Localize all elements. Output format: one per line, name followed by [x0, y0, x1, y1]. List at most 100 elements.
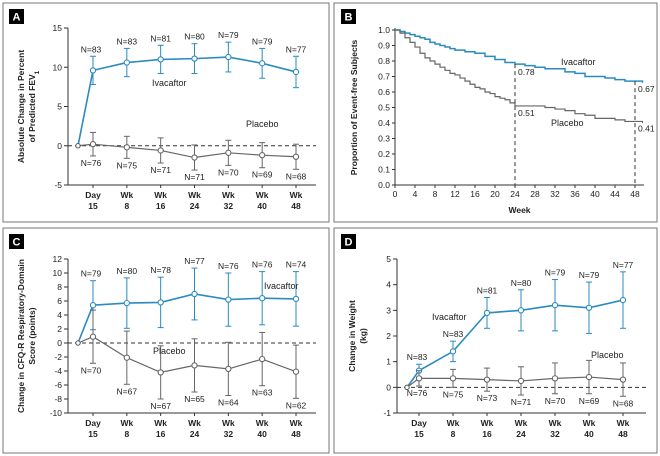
panel-d-placebo-point	[517, 377, 525, 385]
panel-a-ivacaftor-point	[292, 68, 300, 76]
panel-c-frame	[2, 227, 330, 454]
panel-d-ivacaftor-line	[406, 299, 624, 388]
panel-d-x-tick-bottom: 40	[584, 429, 594, 439]
panel-a-placebo-n-label: N=69	[252, 170, 273, 180]
panel-d-placebo-n-label: N=69	[579, 396, 600, 406]
panel-a-ivacaftor-point	[259, 60, 266, 67]
panel-b-x-tick-label: 44	[610, 189, 620, 199]
panel-b-x-tick-label: 0	[393, 189, 398, 199]
panel-c-x-tick-bottom: 16	[156, 429, 166, 439]
panel-c-x-tick-top: Day	[85, 418, 101, 428]
panel-c-x-tick-top: Wk	[154, 418, 167, 428]
panel-d-x-tick-top: Day	[411, 418, 427, 428]
panel-a-y-tick-label: 15	[53, 23, 63, 33]
panel-d-ivacaftor-point	[483, 309, 491, 317]
panel-a-ivacaftor-n-label: N=80	[184, 32, 205, 42]
panel-a-placebo-n-label: N=76	[81, 158, 102, 168]
panel-c-x-tick-bottom: 15	[88, 429, 98, 439]
panel-d-y-tick-label: 5	[386, 254, 391, 264]
panel-d-placebo-n-label: N=76	[407, 388, 428, 398]
panel-d-placebo-n-label: N=73	[477, 393, 498, 403]
panel-b-placebo-series-label: Placebo	[551, 118, 584, 128]
panel-a-x-tick-top: Wk	[188, 190, 201, 200]
panel-c-y-tick-label: 10	[53, 268, 63, 278]
panel-c-x-tick-top: Wk	[222, 418, 235, 428]
panel-c-ivacaftor-n-label: N=77	[184, 256, 205, 266]
panel-d-ivacaftor-series-label: Ivacaftor	[432, 312, 467, 322]
panel-a-placebo-point	[292, 153, 300, 160]
panel-c-ivacaftor-line	[77, 293, 297, 344]
panel-d-ivacaftor-n-label: N=80	[511, 278, 532, 288]
panel-d-ivacaftor-n-label: N=79	[579, 270, 600, 280]
panel-d-x-tick-bottom: 32	[550, 429, 560, 439]
panel-d-x-tick-top: Wk	[447, 418, 460, 428]
panel-c-ivacaftor-point	[123, 299, 130, 307]
panel-a-placebo-point	[191, 154, 198, 161]
panel-a-placebo-series-label: Placebo	[246, 119, 279, 129]
panel-b-y-tick-label: 0.4	[378, 118, 390, 128]
panel-c-x-tick-bottom: 8	[124, 429, 129, 439]
panel-b-placebo-curve	[395, 29, 644, 123]
panel-b-y-tick-label: 1.0	[378, 25, 390, 35]
panel-c-placebo-point	[225, 365, 232, 373]
panel-a-ivacaftor-n-label: N=79	[218, 30, 239, 40]
panel-d-placebo-point	[415, 375, 423, 382]
panel-d-placebo-point	[483, 376, 491, 383]
panel-b-y-tick-label: 0.6	[378, 87, 390, 97]
panel-b-annotation: 0.51	[518, 108, 535, 118]
panel-b-x-tick-label: 40	[590, 189, 600, 199]
panel-a-x-tick-top: Wk	[120, 190, 133, 200]
panel-d-ivacaftor-n-label: N=79	[545, 268, 566, 278]
panel-b-x-tick-label: 36	[570, 189, 580, 199]
panel-b-badge	[341, 9, 356, 24]
panel-c-x-tick-top: Wk	[120, 418, 133, 428]
panel-d-x-tick-bottom: 8	[451, 429, 456, 439]
panel-c-y-tick-label: -10	[50, 408, 63, 418]
panel-a-letter: A	[13, 12, 21, 24]
panel-c-x-tick-top: Wk	[290, 418, 303, 428]
panel-a-placebo-n-label: N=75	[117, 160, 138, 170]
panel-c-y-tick-label: 12	[53, 254, 63, 264]
panel-a-placebo-n-label: N=71	[184, 172, 205, 182]
panel-c-x-tick-bottom: 32	[224, 429, 234, 439]
panel-c-placebo-n-label: N=65	[184, 394, 205, 404]
panel-b-x-tick-label: 24	[510, 189, 520, 199]
panel-c-placebo-point	[292, 368, 300, 375]
panel-a-x-tick-bottom: 48	[291, 201, 301, 211]
panel-b-y-axis-label: Proportion of Event-free Subjects	[349, 39, 359, 175]
panel-c-x-tick-bottom: 40	[257, 429, 267, 439]
panel-b-annotation: 0.78	[518, 67, 535, 77]
panel-b-ivacaftor-curve	[395, 29, 644, 83]
panel-d-placebo-point	[551, 375, 559, 382]
panel-c-placebo-n-label: N=62	[286, 400, 307, 410]
panel-c-origin-point	[75, 340, 81, 346]
panel-d-ivacaftor-n-label: N=83	[443, 329, 464, 339]
panel-d-y-tick-label: -1	[383, 408, 391, 418]
panel-d-y-tick-label: 4	[386, 280, 391, 290]
panel-c-y-tick-label: 4	[57, 310, 62, 320]
panel-c-placebo-n-label: N=67	[117, 386, 138, 396]
panel-c-x-tick-bottom: 24	[190, 429, 200, 439]
panel-c-placebo-n-label: N=63	[252, 388, 273, 398]
panel-a-ivacaftor-point	[191, 55, 198, 62]
panel-a-ivacaftor-point	[157, 56, 164, 63]
panel-d-y-tick-label: 0	[386, 382, 391, 392]
panel-c-y-tick-label: 0	[57, 338, 62, 348]
panel-c-y-tick-label: 2	[57, 324, 62, 334]
panel-c-y-axis-label-line1: Change in CFQ-R Respiratory-Domain	[16, 259, 26, 413]
panel-d-x-tick-top: Wk	[515, 418, 528, 428]
panel-c-placebo-n-label: N=67	[150, 401, 171, 411]
panel-b-x-tick-label: 8	[433, 189, 438, 199]
panel-b-y-tick-label: 0.7	[378, 72, 390, 82]
panel-d-x-tick-bottom: 15	[414, 429, 424, 439]
panel-b-ivacaftor-series-label: Ivacaftor	[561, 57, 596, 67]
panel-b-x-tick-label: 4	[413, 189, 418, 199]
panel-d-y-tick-label: 1	[386, 357, 391, 367]
panel-d-x-tick-top: Wk	[583, 418, 596, 428]
panel-b-x-tick-label: 28	[530, 189, 540, 199]
panel-a-x-tick-bottom: 32	[224, 201, 234, 211]
panel-a-placebo-point	[89, 141, 97, 148]
panel-d-placebo-point	[619, 376, 627, 383]
panel-d-origin-point	[404, 384, 410, 391]
panel-c-badge	[9, 234, 24, 249]
